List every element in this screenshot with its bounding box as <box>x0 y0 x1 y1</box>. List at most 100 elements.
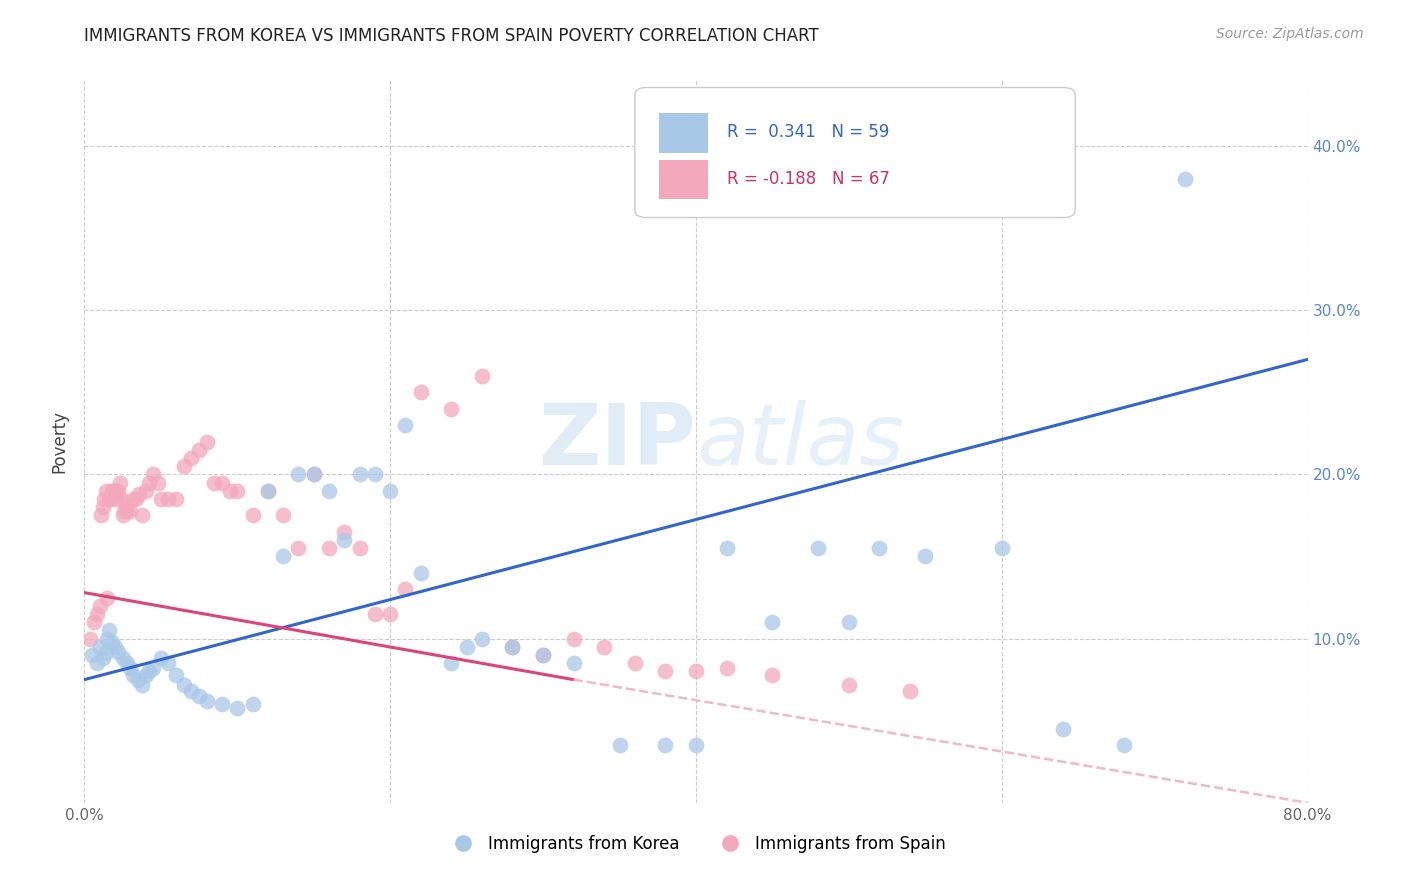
Point <box>716 541 738 556</box>
Point <box>157 491 180 506</box>
Point <box>1174 171 1197 186</box>
Point <box>609 739 631 753</box>
Point <box>914 549 936 564</box>
Point <box>685 665 707 679</box>
Point <box>287 467 309 482</box>
Point <box>242 698 264 712</box>
Point <box>318 483 340 498</box>
Point <box>502 640 524 654</box>
Point <box>110 491 132 506</box>
Point <box>122 491 145 506</box>
Text: R =  0.341   N = 59: R = 0.341 N = 59 <box>727 123 889 141</box>
Point <box>257 483 280 498</box>
Point <box>271 508 294 523</box>
FancyBboxPatch shape <box>659 160 709 200</box>
Point <box>173 677 195 691</box>
Point <box>211 698 233 712</box>
Point <box>869 541 891 556</box>
Point <box>807 541 830 556</box>
Point <box>685 739 707 753</box>
Point <box>93 491 115 506</box>
Point <box>257 483 280 498</box>
Point <box>107 645 129 659</box>
Point <box>440 401 463 416</box>
Point <box>654 665 676 679</box>
Text: ZIP: ZIP <box>538 400 696 483</box>
Point <box>108 475 131 490</box>
Point <box>86 657 108 671</box>
Text: IMMIGRANTS FROM KOREA VS IMMIGRANTS FROM SPAIN POVERTY CORRELATION CHART: IMMIGRANTS FROM KOREA VS IMMIGRANTS FROM… <box>84 27 820 45</box>
Point <box>114 497 136 511</box>
Text: atlas: atlas <box>696 400 904 483</box>
Point <box>138 665 160 679</box>
Point <box>89 640 111 654</box>
Point <box>91 500 114 515</box>
Point <box>218 483 240 498</box>
Point <box>135 483 157 498</box>
Point <box>838 677 860 691</box>
Point <box>111 508 134 523</box>
Point <box>761 667 783 681</box>
Point <box>165 491 187 506</box>
Point <box>96 632 118 646</box>
Point <box>898 684 921 698</box>
Point <box>98 491 121 506</box>
Point <box>242 508 264 523</box>
Point <box>394 418 416 433</box>
Point <box>115 657 138 671</box>
Legend: Immigrants from Korea, Immigrants from Spain: Immigrants from Korea, Immigrants from S… <box>440 828 952 860</box>
Point <box>128 487 150 501</box>
Point <box>211 475 233 490</box>
FancyBboxPatch shape <box>659 112 709 153</box>
Point <box>142 467 165 482</box>
Point <box>349 541 371 556</box>
Point <box>125 491 148 506</box>
Point <box>104 491 127 506</box>
Point <box>271 549 294 564</box>
Point <box>456 640 478 654</box>
Point <box>149 491 172 506</box>
Point <box>111 651 134 665</box>
Point <box>146 475 169 490</box>
Point <box>226 483 249 498</box>
Point <box>104 640 127 654</box>
Point <box>333 524 356 539</box>
Point <box>364 607 387 621</box>
Point <box>440 657 463 671</box>
Point <box>115 503 138 517</box>
Point <box>101 635 124 649</box>
Point <box>103 483 125 498</box>
Point <box>409 385 432 400</box>
Point <box>195 434 218 449</box>
Point <box>142 661 165 675</box>
Point <box>149 651 172 665</box>
Point <box>131 508 153 523</box>
Point <box>394 582 416 597</box>
Point <box>96 591 118 605</box>
Point <box>135 667 157 681</box>
Point <box>94 645 117 659</box>
Point <box>287 541 309 556</box>
Point <box>165 667 187 681</box>
Point <box>131 677 153 691</box>
Point <box>83 615 105 630</box>
Point <box>318 541 340 556</box>
Point <box>761 615 783 630</box>
Point <box>188 689 211 703</box>
Point <box>101 483 124 498</box>
Point <box>531 648 554 662</box>
Point <box>531 648 554 662</box>
Point <box>716 661 738 675</box>
Point <box>349 467 371 482</box>
Point <box>226 700 249 714</box>
Point <box>593 640 616 654</box>
Text: Source: ZipAtlas.com: Source: ZipAtlas.com <box>1216 27 1364 41</box>
Point <box>97 624 120 638</box>
Point <box>188 442 211 457</box>
Point <box>90 508 112 523</box>
Point <box>89 599 111 613</box>
Point <box>991 541 1014 556</box>
Point <box>138 475 160 490</box>
Point <box>127 673 149 687</box>
Point <box>195 694 218 708</box>
